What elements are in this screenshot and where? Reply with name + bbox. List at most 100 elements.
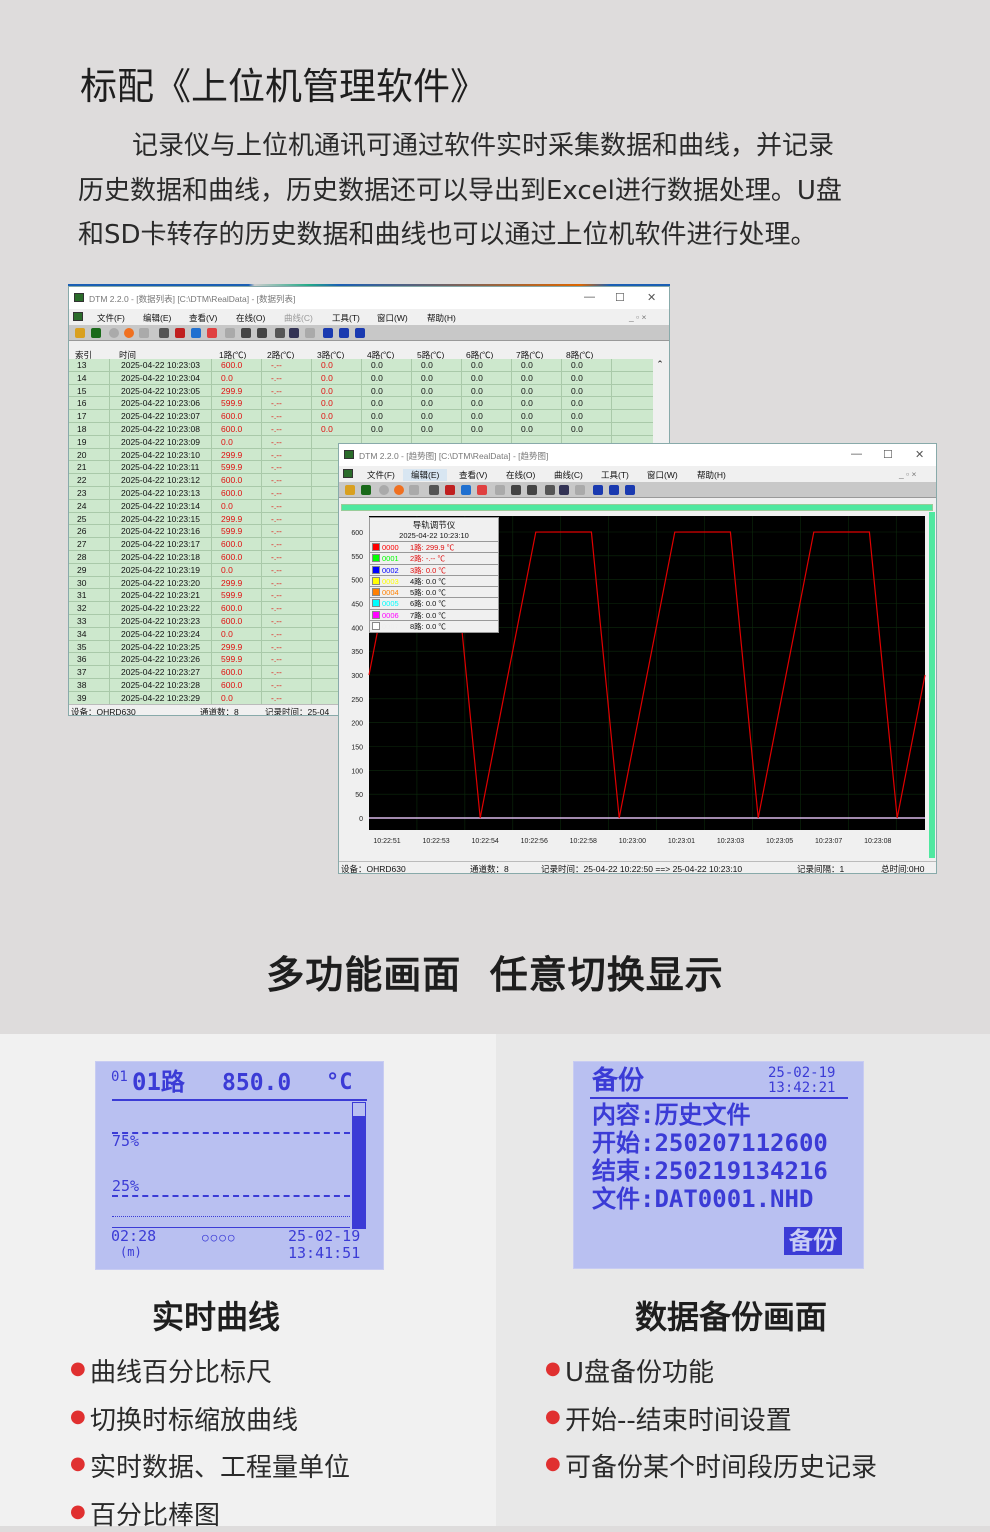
table-cell: 22 [77,475,86,485]
maximize-button[interactable]: ☐ [615,291,625,304]
minimize-button[interactable]: — [851,448,862,460]
table-cell: 0.0 [321,411,333,421]
sum-icon[interactable] [175,328,185,338]
legend-time: 2025-04-22 10:23:10 [370,531,498,541]
menu-view[interactable]: 查看(V) [189,312,217,324]
table-icon[interactable] [429,485,439,495]
pan-icon[interactable] [575,485,585,495]
menu-edit[interactable]: 编辑(E) [403,469,447,481]
menu-edit[interactable]: 编辑(E) [143,312,171,324]
menu-tools[interactable]: 工具(T) [332,312,360,324]
pie-icon[interactable] [207,328,217,338]
time-span-unit: (m) [120,1246,142,1258]
tile-h-icon[interactable] [609,485,619,495]
close-button[interactable]: ✕ [647,291,656,304]
print-icon[interactable] [241,328,251,338]
info-icon[interactable] [191,328,201,338]
zoom-icon[interactable] [559,485,569,495]
tile-h-icon[interactable] [339,328,349,338]
menu-help[interactable]: 帮助(H) [697,469,726,481]
stop-icon[interactable] [394,485,404,495]
copy-data-icon[interactable] [545,485,555,495]
page-title: 标配《上位机管理软件》 [80,56,487,110]
table-cell: 0.0 [321,360,333,370]
cascade-icon[interactable] [323,328,333,338]
tile-v-icon[interactable] [355,328,365,338]
table-cell: 2025-04-22 10:23:06 [121,398,200,408]
table-cell: 2025-04-22 10:23:15 [121,514,200,524]
table-cell: 0.0 [221,501,233,511]
sum-icon[interactable] [445,485,455,495]
table-cell: -.-- [271,552,282,562]
table-cell: 0.0 [321,373,333,383]
time-scroll-bar[interactable] [341,504,933,511]
close-button[interactable]: ✕ [915,448,924,461]
copy-icon[interactable] [225,328,235,338]
table-cell: 39 [77,693,86,703]
menu-window[interactable]: 窗口(W) [377,312,408,324]
trend-icon[interactable] [361,485,371,495]
open-folder-icon[interactable] [345,485,355,495]
open-folder-icon[interactable] [75,328,85,338]
preview-icon[interactable] [257,328,267,338]
zoom-icon[interactable] [289,328,299,338]
stop-icon[interactable] [124,328,134,338]
pan-icon[interactable] [305,328,315,338]
menu-help[interactable]: 帮助(H) [427,312,456,324]
pause-icon[interactable] [139,328,149,338]
bullet-dot-icon: ● [545,1406,561,1427]
table-cell: 2025-04-22 10:23:09 [121,437,200,447]
print-icon[interactable] [511,485,521,495]
menu-file[interactable]: 文件(F) [97,312,125,324]
record-icon[interactable] [109,328,119,338]
mdi-controls[interactable]: _ ▫ × [629,312,646,322]
x-tick-label: 10:23:05 [766,838,793,845]
tile-v-icon[interactable] [625,485,635,495]
copy-data-icon[interactable] [275,328,285,338]
menu-curve[interactable]: 曲线(C) [284,312,313,324]
legend-swatch [372,622,380,630]
minimize-button[interactable]: — [584,291,595,303]
menu-online[interactable]: 在线(O) [506,469,535,481]
y-tick-label: 450 [351,602,363,609]
copy-icon[interactable] [495,485,505,495]
table-cell: 2025-04-22 10:23:22 [121,603,200,613]
lcd-date: 25-02-19 [288,1229,360,1244]
backup-button[interactable]: 备份 [784,1227,842,1255]
info-icon[interactable] [461,485,471,495]
vertical-scroll-bar[interactable] [929,512,935,858]
trend-icon[interactable] [91,328,101,338]
mdi-controls[interactable]: _ ▫ × [899,469,916,479]
menu-curve[interactable]: 曲线(C) [554,469,583,481]
preview-icon[interactable] [527,485,537,495]
menu-online[interactable]: 在线(O) [236,312,265,324]
lcd-date: 25-02-19 [768,1066,835,1080]
menu-window[interactable]: 窗口(W) [647,469,678,481]
cascade-icon[interactable] [593,485,603,495]
table-cell: 0.0 [421,398,433,408]
menu-view[interactable]: 查看(V) [459,469,487,481]
table-cell: 599.9 [221,654,242,664]
menu-file[interactable]: 文件(F) [367,469,395,481]
record-icon[interactable] [379,485,389,495]
menu-tools[interactable]: 工具(T) [601,469,629,481]
pie-icon[interactable] [477,485,487,495]
table-icon[interactable] [159,328,169,338]
maximize-button[interactable]: ☐ [883,448,893,461]
pause-icon[interactable] [409,485,419,495]
table-cell: 15 [77,386,86,396]
